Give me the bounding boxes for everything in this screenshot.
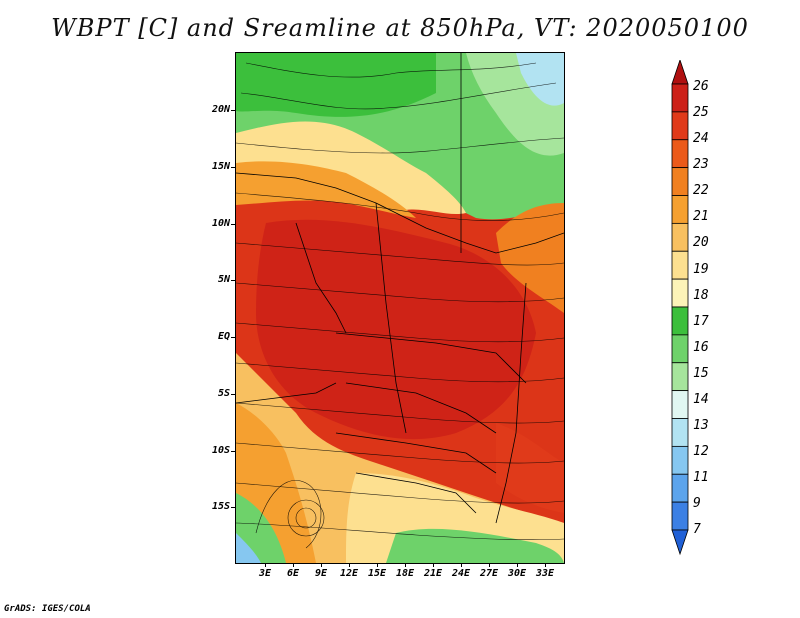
lon-tick: [321, 563, 322, 567]
colorbar-swatch: [671, 501, 689, 531]
colorbar-label-11: 11: [693, 470, 709, 485]
colorbar-swatch: [671, 250, 689, 280]
colorbar-swatch: [671, 390, 689, 419]
lat-label-20n: 20N: [211, 104, 230, 115]
colorbar-swatch: [671, 167, 689, 196]
lon-tick: [517, 563, 518, 567]
lat-tick: [231, 451, 235, 452]
lon-tick: [461, 563, 462, 567]
lat-label-5s: 5S: [217, 388, 230, 399]
lat-tick: [231, 394, 235, 395]
lon-label-24e: 24E: [451, 568, 471, 579]
lon-label-27e: 27E: [479, 568, 499, 579]
colorbar-swatch: [671, 418, 689, 447]
lon-label-21e: 21E: [423, 568, 443, 579]
lat-tick: [231, 280, 235, 281]
lon-tick: [265, 563, 266, 567]
colorbar-swatch: [671, 139, 689, 169]
colorbar-label-23: 23: [693, 157, 709, 172]
colorbar-label-25: 25: [693, 105, 709, 120]
colorbar-label-15: 15: [693, 366, 709, 381]
colorbar-label-14: 14: [693, 392, 709, 407]
lat-label-10n: 10N: [211, 218, 230, 229]
colorbar-swatch: [671, 60, 689, 85]
colorbar-label-24: 24: [693, 131, 709, 146]
colorbar-label-21: 21: [693, 209, 709, 224]
lat-tick: [231, 110, 235, 111]
map-panel: [235, 52, 565, 564]
lat-tick: [231, 337, 235, 338]
lon-label-9e: 9E: [314, 568, 328, 579]
footer-credit: GrADS: IGES/COLA: [4, 604, 91, 614]
colorbar-swatch: [671, 278, 689, 308]
lon-label-15e: 15E: [367, 568, 387, 579]
lat-tick: [231, 507, 235, 508]
colorbar-label-12: 12: [693, 444, 709, 459]
lon-tick: [293, 563, 294, 567]
lat-label-10s: 10S: [211, 445, 230, 456]
wbpt-field: [236, 53, 564, 563]
lat-tick: [231, 224, 235, 225]
lon-tick: [433, 563, 434, 567]
colorbar-label-18: 18: [693, 288, 709, 303]
chart-title: WBPT [C] and Sreamline at 850hPa, VT: 20…: [51, 14, 749, 42]
colorbar-swatch: [671, 473, 689, 503]
colorbar-label-16: 16: [693, 340, 709, 355]
lon-label-18e: 18E: [395, 568, 415, 579]
colorbar-label-20: 20: [693, 235, 709, 250]
lon-label-3e: 3E: [258, 568, 272, 579]
lat-label-5n: 5N: [217, 274, 230, 285]
lon-tick: [349, 563, 350, 567]
colorbar-swatch: [671, 334, 689, 364]
lon-label-33e: 33E: [535, 568, 555, 579]
lon-tick: [489, 563, 490, 567]
colorbar-label-13: 13: [693, 418, 709, 433]
colorbar-swatch: [671, 195, 689, 224]
lon-tick: [377, 563, 378, 567]
lon-tick: [405, 563, 406, 567]
colorbar-label-9: 9: [693, 496, 701, 511]
colorbar-swatch: [671, 529, 689, 556]
lat-label-eq: EQ: [217, 331, 230, 342]
lon-tick: [545, 563, 546, 567]
colorbar: [671, 60, 689, 556]
lon-label-12e: 12E: [339, 568, 359, 579]
colorbar-swatch: [671, 445, 689, 475]
colorbar-swatch: [671, 306, 689, 336]
lat-label-15n: 15N: [211, 161, 230, 172]
lon-label-30e: 30E: [507, 568, 527, 579]
colorbar-swatch: [671, 83, 689, 113]
lat-label-15s: 15S: [211, 501, 230, 512]
lon-label-6e: 6E: [286, 568, 300, 579]
colorbar-swatch: [671, 111, 689, 141]
colorbar-swatch: [671, 222, 689, 252]
lat-tick: [231, 167, 235, 168]
colorbar-label-26: 26: [693, 79, 709, 94]
colorbar-label-17: 17: [693, 314, 709, 329]
colorbar-swatch: [671, 362, 689, 392]
colorbar-label-19: 19: [693, 262, 709, 277]
colorbar-label-7: 7: [693, 522, 701, 537]
colorbar-label-22: 22: [693, 183, 709, 198]
